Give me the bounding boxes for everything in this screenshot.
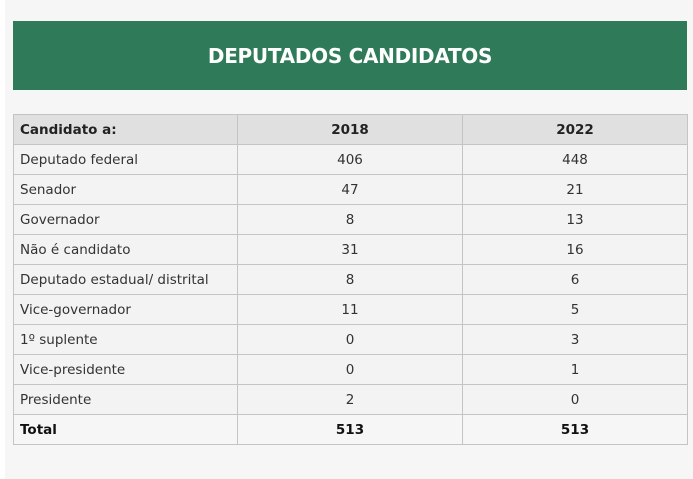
table-row: Senador 47 21 xyxy=(13,174,688,205)
cell-2022: 5 xyxy=(462,294,688,325)
table-row: Vice-governador 11 5 xyxy=(13,294,688,325)
cell-label: Deputado federal xyxy=(13,144,238,175)
header-candidato: Candidato a: xyxy=(13,114,238,145)
cell-2022: 21 xyxy=(462,174,688,205)
cell-2022: 448 xyxy=(462,144,688,175)
cell-2022: 0 xyxy=(462,384,688,415)
table-row: 1º suplente 0 3 xyxy=(13,324,688,355)
table-row: Deputado federal 406 448 xyxy=(13,144,688,175)
cell-2018: 8 xyxy=(237,204,463,235)
table-row: Não é candidato 31 16 xyxy=(13,234,688,265)
cell-2022: 1 xyxy=(462,354,688,385)
table-row: Governador 8 13 xyxy=(13,204,688,235)
cell-2018: 31 xyxy=(237,234,463,265)
cell-2018: 0 xyxy=(237,324,463,355)
header-2022: 2022 xyxy=(462,114,688,145)
cell-2022: 513 xyxy=(462,414,688,445)
cell-label: Vice-presidente xyxy=(13,354,238,385)
cell-2018: 0 xyxy=(237,354,463,385)
cell-2018: 406 xyxy=(237,144,463,175)
cell-2022: 6 xyxy=(462,264,688,295)
table-header-row: Candidato a: 2018 2022 xyxy=(13,114,688,145)
cell-label: Governador xyxy=(13,204,238,235)
cell-label: Total xyxy=(13,414,238,445)
cell-2022: 3 xyxy=(462,324,688,355)
cell-2018: 2 xyxy=(237,384,463,415)
total-row: Total 513 513 xyxy=(13,414,688,445)
candidates-table: Candidato a: 2018 2022 Deputado federal 4… xyxy=(13,114,688,445)
cell-2018: 11 xyxy=(237,294,463,325)
cell-2018: 47 xyxy=(237,174,463,205)
cell-label: 1º suplente xyxy=(13,324,238,355)
cell-label: Senador xyxy=(13,174,238,205)
cell-2022: 13 xyxy=(462,204,688,235)
table-row: Deputado estadual/ distrital 8 6 xyxy=(13,264,688,295)
table-row: Presidente 2 0 xyxy=(13,384,688,415)
page-title-banner: DEPUTADOS CANDIDATOS xyxy=(13,21,687,90)
cell-2018: 8 xyxy=(237,264,463,295)
cell-label: Presidente xyxy=(13,384,238,415)
cell-label: Vice-governador xyxy=(13,294,238,325)
cell-2022: 16 xyxy=(462,234,688,265)
cell-label: Deputado estadual/ distrital xyxy=(13,264,238,295)
cell-2018: 513 xyxy=(237,414,463,445)
header-2018: 2018 xyxy=(237,114,463,145)
cell-label: Não é candidato xyxy=(13,234,238,265)
table-row: Vice-presidente 0 1 xyxy=(13,354,688,385)
page-title: DEPUTADOS CANDIDATOS xyxy=(207,43,493,68)
